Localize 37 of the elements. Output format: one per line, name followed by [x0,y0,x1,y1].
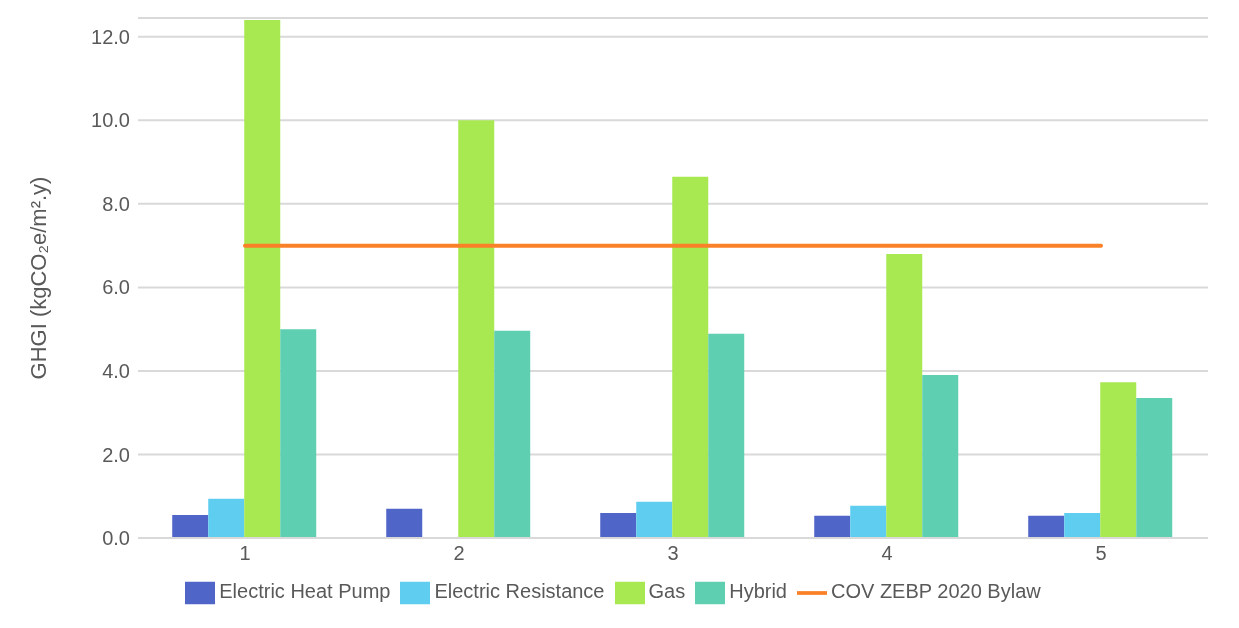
bar [386,508,423,538]
y-tick-label: 2.0 [102,443,130,466]
bar [244,20,281,538]
y-tick-label: 12.0 [91,25,130,48]
y-axis-title: GHGI (kgCO₂e/m².y) [25,176,51,380]
bar [636,501,673,538]
legend-label: Gas [648,580,686,603]
y-tick-label: 6.0 [102,276,130,299]
bar [1028,515,1065,538]
bar [1064,512,1101,538]
bar [850,505,887,538]
x-tick-label: 2 [453,542,465,565]
x-tick-label: 1 [239,542,251,565]
y-tick-label: 0.0 [102,527,130,550]
legend-label: Electric Heat Pump [219,580,391,603]
bar [600,512,637,538]
x-tick-label: 3 [667,542,679,565]
bar [494,330,531,538]
bar [922,375,959,538]
bar [1136,398,1173,538]
legend-label: Electric Resistance [434,580,605,603]
bar [672,176,709,538]
bar [886,253,923,538]
bar [814,515,851,538]
bar [208,498,245,538]
x-tick-label: 4 [881,542,893,565]
y-tick-label: 4.0 [102,360,130,383]
legend-label: COV ZEBP 2020 Bylaw [830,580,1041,603]
bar [172,515,209,538]
bar [708,333,745,538]
x-tick-label: 5 [1095,542,1107,565]
bar [458,120,495,538]
y-tick-label: 8.0 [102,192,130,215]
legend-label: Hybrid [729,580,787,603]
bar [280,329,317,538]
y-tick-label: 10.0 [91,109,130,132]
bar [1100,382,1137,538]
